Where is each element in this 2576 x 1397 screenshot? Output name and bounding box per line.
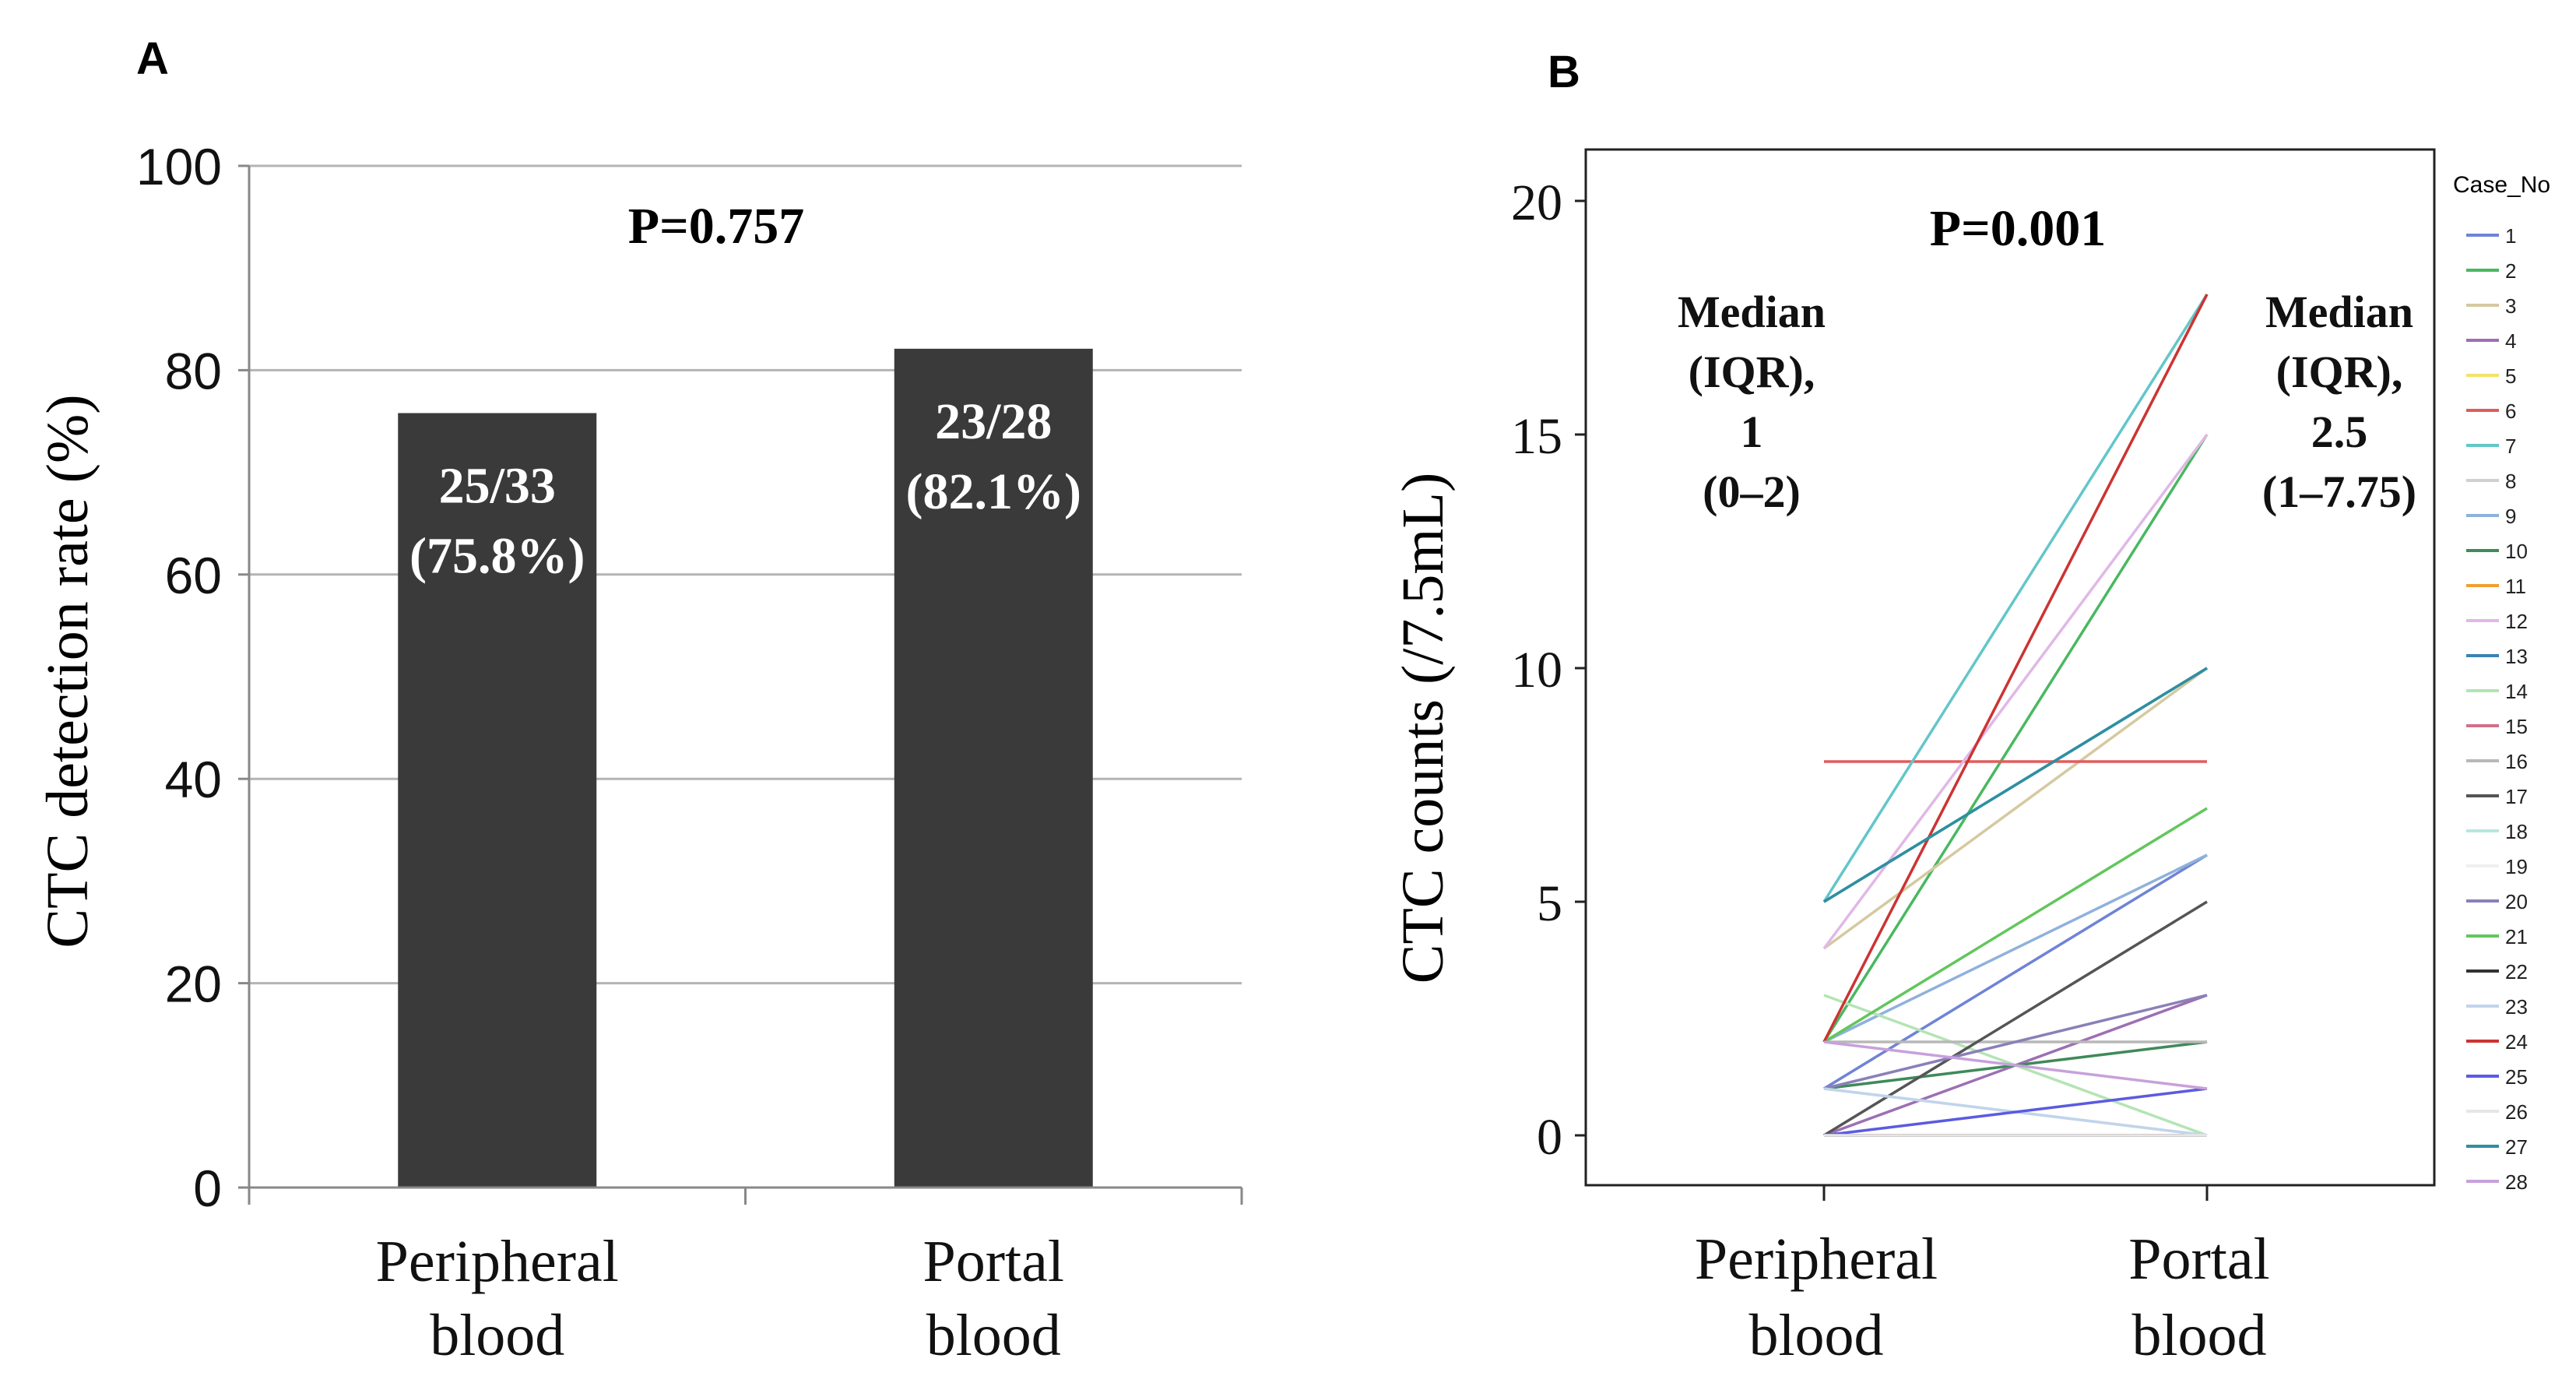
legend-entry-label: 19	[2505, 855, 2528, 878]
x-tick-label: Portal	[2128, 1226, 2270, 1292]
annotation-line: 2.5	[2311, 406, 2368, 457]
case-line-3	[1822, 667, 2209, 950]
y-tick-label: 0	[1537, 1109, 1562, 1166]
x-tick-label: Peripheral	[1695, 1226, 1938, 1292]
legend-entry-label: 2	[2505, 259, 2516, 283]
annotation-line: Median	[1678, 287, 1826, 337]
panel-a: A 25/33(75.8%)23/28(82.1%) 020406080100 …	[35, 33, 1243, 1368]
legend-entry-label: 21	[2505, 925, 2528, 948]
x-tick-label: blood	[926, 1303, 1061, 1368]
panel-b-y-axis-label: CTC counts (/7.5mL)	[1390, 473, 1456, 984]
legend-entry-label: 11	[2505, 575, 2526, 598]
bar-data-label: 25/33	[439, 458, 556, 515]
case-line-12	[1822, 433, 2209, 950]
case-line-17	[1823, 900, 2208, 1137]
panel-a-y-axis-label: CTC detection rate (%)	[35, 394, 100, 948]
legend-entry-label: 8	[2505, 470, 2516, 493]
annotation-line: 1	[1741, 406, 1763, 457]
case-line-21	[1823, 807, 2208, 1043]
case-line-1	[1823, 853, 2208, 1090]
annotation-line: (0–2)	[1703, 466, 1801, 517]
legend-entry-label: 14	[2505, 680, 2528, 703]
case-line-27	[1823, 667, 2208, 903]
annotation-line: Median	[2265, 287, 2413, 337]
legend-entry-label: 4	[2505, 329, 2516, 353]
legend-entry-label: 9	[2505, 505, 2516, 528]
y-tick-label: 80	[165, 342, 222, 399]
case-line-25	[1823, 1087, 2208, 1137]
legend-entry-label: 7	[2505, 435, 2516, 458]
panel-b-title: P=0.001	[1930, 200, 2106, 257]
legend-entry-label: 22	[2505, 960, 2528, 984]
legend-entry-label: 15	[2505, 715, 2528, 738]
panel-a-title: P=0.757	[628, 198, 804, 255]
x-tick-label: blood	[2131, 1303, 2266, 1368]
case-line-7	[1822, 294, 2209, 903]
bar-data-label: 23/28	[935, 393, 1052, 450]
legend-entry-label: 20	[2505, 890, 2528, 913]
legend-entry-label: 6	[2505, 399, 2516, 423]
annotation-line: (IQR),	[1689, 347, 1815, 397]
annotation-line: (IQR),	[2276, 347, 2403, 397]
legend-entry-label: 24	[2505, 1030, 2528, 1054]
legend-entry-label: 16	[2505, 750, 2528, 773]
legend-entry-label: 5	[2505, 364, 2516, 388]
y-tick-label: 100	[136, 138, 222, 195]
panel-b-y-ticks: 0 5 10 15 20	[1511, 174, 1586, 1166]
legend-entry-label: 26	[2505, 1100, 2528, 1124]
annotation-line: (1–7.75)	[2262, 466, 2416, 517]
case-line-24	[1822, 294, 2209, 1043]
case-line-20	[1823, 994, 2208, 1090]
y-tick-label: 20	[1511, 174, 1562, 231]
y-tick-label: 20	[165, 955, 222, 1013]
legend-entry-label: 17	[2505, 785, 2528, 808]
panel-b-median-left-annotation: Median (IQR), 1 (0–2)	[1678, 287, 1826, 517]
legend-entry-label: 18	[2505, 820, 2528, 843]
legend-entry-label: 10	[2505, 540, 2528, 563]
legend-title: Case_No	[2453, 172, 2550, 198]
y-tick-label: 40	[165, 751, 222, 808]
bar-data-label: (82.1%)	[906, 463, 1081, 520]
legend-entry-label: 13	[2505, 645, 2528, 668]
panel-a-bars: 25/33 (75.8%) 23/28 (82.1%)	[398, 348, 1093, 1188]
legend-entry-label: 25	[2505, 1065, 2528, 1089]
panel-b-x-ticks: Peripheral blood Portal blood	[1695, 1185, 2270, 1368]
bar	[398, 413, 597, 1188]
panel-a-y-ticks: 0 20 40 60 80 100	[136, 138, 249, 1217]
y-tick-label: 5	[1537, 875, 1562, 932]
case-line-9	[1823, 853, 2208, 1043]
legend-entry-label: 3	[2505, 294, 2516, 318]
y-tick-label: 10	[1511, 642, 1562, 698]
panel-b-legend: 1234567891011121314151617181920212223242…	[2466, 224, 2528, 1194]
x-tick-label: Peripheral	[376, 1229, 619, 1294]
legend-entry-label: 27	[2505, 1135, 2528, 1159]
legend-entry-label: 12	[2505, 610, 2528, 633]
x-tick-label: blood	[1748, 1303, 1883, 1368]
x-tick-label: Portal	[923, 1229, 1064, 1294]
panel-b-letter: B	[1548, 47, 1580, 97]
bar-data-label: (75.8%)	[409, 528, 585, 585]
panel-b-case-lines	[1822, 294, 2209, 1137]
legend-entry-label: 1	[2505, 224, 2516, 248]
panel-a-x-ticks: Peripheral blood Portal blood	[248, 1188, 1243, 1368]
case-line-2	[1822, 434, 2209, 1043]
y-tick-label: 60	[165, 547, 222, 604]
case-line-28	[1823, 1040, 2208, 1090]
legend-entry-label: 28	[2505, 1170, 2528, 1194]
panel-b-median-right-annotation: Median (IQR), 2.5 (1–7.75)	[2262, 287, 2416, 517]
y-tick-label: 0	[193, 1159, 222, 1217]
panel-a-letter: A	[136, 33, 169, 84]
y-tick-label: 15	[1511, 408, 1562, 465]
bar	[894, 348, 1093, 1188]
x-tick-label: blood	[430, 1303, 564, 1368]
legend-entry-label: 23	[2505, 995, 2528, 1019]
